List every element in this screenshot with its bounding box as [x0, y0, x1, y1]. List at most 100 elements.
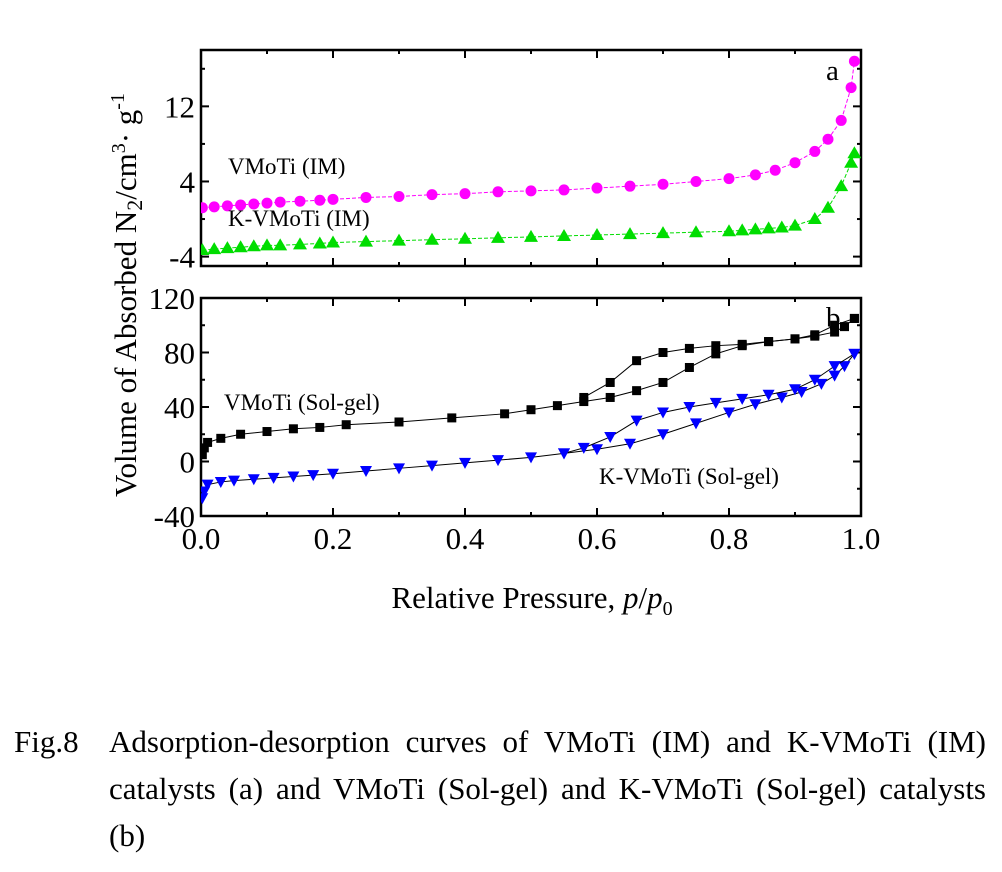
- data-point-a-0: [723, 173, 735, 185]
- data-point-a-0: [201, 202, 208, 214]
- data-point-a-0: [657, 178, 669, 190]
- data-point-b-0: [216, 433, 226, 443]
- data-point-a-0: [221, 200, 233, 212]
- data-point-a-0: [525, 185, 537, 197]
- data-point-b-1: [790, 334, 800, 344]
- data-point-a-0: [261, 197, 273, 209]
- data-point-b-1: [849, 313, 859, 323]
- data-point-a-0: [492, 186, 504, 198]
- data-point-b-2: [247, 474, 260, 486]
- data-point-a-0: [327, 193, 339, 205]
- data-point-a-1: [260, 238, 274, 251]
- data-point-b-2: [723, 407, 735, 419]
- series-line-b-3: [563, 353, 855, 454]
- data-point-a-0: [848, 55, 860, 67]
- data-point-a-1: [220, 241, 235, 254]
- data-point-a-0: [809, 145, 821, 157]
- data-point-b-2: [426, 460, 438, 472]
- data-point-b-2: [624, 438, 636, 450]
- series-line-a-0: [202, 61, 855, 209]
- data-point-a-1: [807, 212, 822, 225]
- data-point-a-0: [835, 114, 847, 126]
- data-point-a-1: [722, 224, 736, 237]
- y-tick-label: 0: [180, 445, 196, 480]
- data-point-b-0: [262, 427, 272, 437]
- data-point-a-1: [844, 155, 859, 168]
- data-point-a-1: [524, 229, 538, 242]
- data-point-a-1: [458, 231, 472, 244]
- data-point-b-0: [658, 377, 668, 387]
- data-point-b-1: [711, 341, 721, 351]
- y-tick-label: 12: [164, 89, 195, 124]
- data-point-a-1: [392, 233, 406, 246]
- data-point-b-2: [828, 370, 841, 382]
- data-point-a-1: [359, 234, 373, 247]
- data-point-b-2: [492, 455, 504, 467]
- data-point-a-0: [459, 188, 471, 200]
- data-point-a-0: [393, 191, 405, 203]
- data-point-a-0: [822, 133, 834, 145]
- data-point-a-0: [789, 157, 801, 169]
- data-point-b-3: [709, 397, 722, 409]
- series-label-vmoti-im: VMoTi (IM): [228, 154, 345, 179]
- data-point-b-1: [579, 392, 589, 402]
- panel-b-ticks: -40 0 40 80 120 0.0 0.2 0.4 0.6 0.8 1.0: [149, 281, 881, 556]
- data-point-a-1: [557, 228, 571, 241]
- x-tick-label: 0.0: [182, 521, 221, 556]
- data-point-a-1: [788, 218, 802, 231]
- series-label-vmoti-solgel: VMoTi (Sol-gel): [224, 390, 380, 415]
- data-point-a-0: [426, 189, 438, 201]
- data-point-b-2: [393, 463, 405, 475]
- data-point-a-0: [208, 201, 220, 213]
- data-point-b-1: [737, 339, 747, 349]
- caption-number: Fig.8: [14, 724, 79, 759]
- data-point-b-2: [459, 457, 471, 469]
- data-point-b-2: [775, 392, 788, 404]
- data-point-b-3: [808, 374, 821, 386]
- data-point-b-0: [394, 417, 404, 427]
- data-point-a-1: [656, 226, 670, 239]
- data-point-b-0: [605, 392, 615, 402]
- data-point-a-1: [326, 235, 340, 248]
- data-point-b-1: [764, 337, 774, 347]
- data-point-a-1: [623, 227, 637, 240]
- data-point-a-0: [235, 199, 247, 211]
- data-point-b-0: [447, 413, 457, 423]
- data-point-b-3: [630, 415, 643, 427]
- data-point-b-0: [201, 450, 207, 460]
- data-point-a-1: [233, 240, 248, 253]
- caption-text: Adsorption-desorption curves of VMoTi (I…: [109, 724, 986, 853]
- data-point-b-3: [683, 402, 696, 413]
- data-point-a-1: [735, 223, 750, 236]
- data-point-b-2: [690, 418, 702, 430]
- x-tick-label: 0.4: [446, 521, 485, 556]
- data-point-a-0: [248, 198, 260, 210]
- data-point-b-0: [830, 327, 840, 337]
- x-tick-label: 0.2: [314, 521, 353, 556]
- series-label-k-vmoti-solgel: K-VMoTi (Sol-gel): [599, 464, 779, 489]
- data-point-b-3: [828, 361, 841, 373]
- data-point-a-1: [834, 179, 849, 192]
- panel-b-series: [201, 313, 861, 505]
- y-tick-label: 80: [164, 336, 195, 371]
- x-tick-label: 0.8: [710, 521, 749, 556]
- data-point-b-0: [840, 322, 849, 332]
- data-point-b-2: [307, 470, 320, 482]
- data-point-b-1: [632, 356, 642, 366]
- data-point-b-2: [201, 493, 209, 505]
- data-point-a-1: [761, 221, 776, 234]
- y-axis-title: Volume of Absorbed N2/cm3· g-1: [107, 93, 147, 497]
- data-point-b-0: [203, 437, 213, 447]
- data-point-b-3: [558, 448, 570, 460]
- series-line-b-0: [201, 318, 855, 455]
- data-point-b-3: [848, 348, 861, 360]
- data-point-b-0: [236, 429, 246, 439]
- data-point-b-0: [684, 362, 694, 372]
- data-point-a-1: [821, 200, 835, 213]
- data-point-a-0: [558, 184, 570, 196]
- x-axis-title: Relative Pressure, p/p0: [391, 580, 672, 620]
- data-point-a-1: [774, 220, 789, 233]
- data-point-b-1: [684, 343, 694, 353]
- data-point-b-3: [577, 442, 590, 454]
- panel-a-ticks: -4 4 12: [164, 50, 862, 275]
